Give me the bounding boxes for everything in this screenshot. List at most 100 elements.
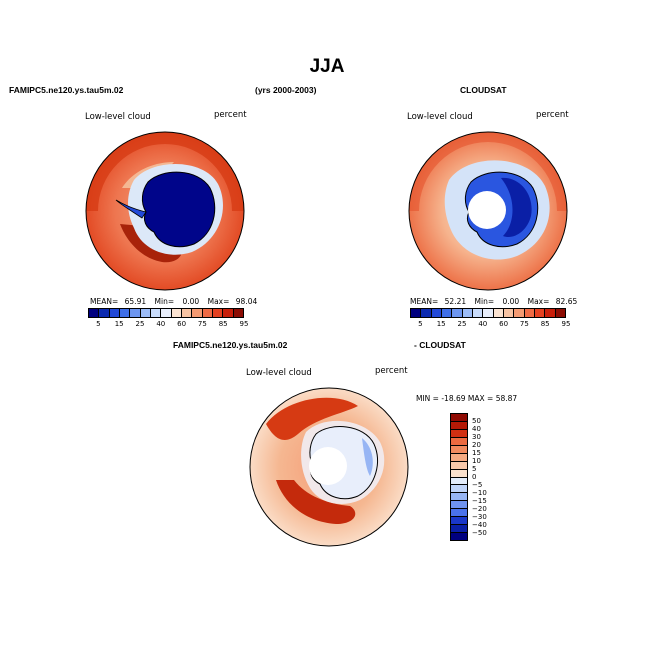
panel3-colorbar-ticks: 50 40 30 20 15 10 5 0 −5 −10 −15 −20 −30 −40 −50	[472, 413, 512, 541]
panel1-left-label: Low-level cloud	[85, 112, 151, 122]
obs-header: CLOUDSAT	[460, 85, 507, 95]
panel1-colorbar-swatch	[89, 309, 100, 317]
panel3-colorbar-swatch	[451, 485, 467, 494]
panel1-colorbar-tick-label: 75	[197, 320, 207, 328]
panel2-missing-data	[468, 191, 506, 229]
panel2-colorbar-tick-label: 95	[561, 320, 571, 328]
panel3-colorbar-swatch	[451, 533, 467, 540]
panel2-colorbar-swatch	[441, 309, 453, 317]
panel3-missing-data	[309, 447, 347, 485]
panel3-colorbar-tick-label: 20	[472, 441, 481, 449]
panel2-mean-value: 52.21	[444, 297, 467, 306]
panel1-map	[85, 131, 245, 291]
panel1-colorbar-swatch	[150, 309, 162, 317]
panel1-colorbar-tick-label: 40	[156, 320, 166, 328]
panel3-colorbar-tick-label: −15	[472, 497, 487, 505]
panel3-colorbar-tick-label: −5	[472, 481, 483, 489]
model-header: FAMIPC5.ne120.ys.tau5m.02	[9, 85, 124, 95]
panel3-map	[249, 387, 409, 547]
panel1-colorbar-swatch	[171, 309, 182, 317]
panel2-max-label: Max=	[527, 297, 550, 306]
panel2-min-value: 0.00	[502, 297, 520, 306]
panel2-right-label: percent	[536, 110, 569, 120]
panel3-colorbar-swatch	[451, 437, 467, 446]
panel2-colorbar-tick-label: 5	[418, 320, 423, 328]
panel3-colorbar-swatch	[451, 414, 467, 422]
panel3-colorbar-tick-label: 10	[472, 457, 481, 465]
panel2-colorbar-tick-label: 85	[540, 320, 550, 328]
panel1-right-label: percent	[214, 110, 247, 120]
panel3-colorbar-swatch	[451, 453, 467, 462]
diff-obs-header: - CLOUDSAT	[414, 340, 466, 350]
panel1-max-value: 98.04	[235, 297, 258, 306]
panel3-coastal-low	[362, 438, 373, 476]
panel3-colorbar	[450, 413, 468, 541]
panel3-colorbar-swatch	[451, 493, 467, 502]
panel1-colorbar-tick-label: 15	[114, 320, 124, 328]
panel3-colorbar-swatch	[451, 509, 467, 518]
panel2-colorbar-tick-label: 40	[478, 320, 488, 328]
panel3-colorbar-swatch	[451, 421, 467, 430]
panel3-colorbar-tick-label: 30	[472, 433, 481, 441]
panel1-peninsula	[115, 199, 147, 219]
panel2-colorbar-ticks: 5 15 25 40 60 75 85 95	[410, 320, 570, 330]
panel3-colorbar-swatch	[451, 461, 467, 470]
panel2-map	[408, 131, 568, 291]
panel3-colorbar-swatch	[451, 445, 467, 454]
panel2-colorbar-tick-label: 15	[436, 320, 446, 328]
panel2-colorbar-swatch	[483, 309, 494, 317]
panel2-colorbar-swatch	[493, 309, 504, 317]
panel1-colorbar-swatch	[99, 309, 110, 317]
panel1-colorbar-swatch	[161, 309, 172, 317]
panel1-colorbar-swatch	[130, 309, 141, 317]
years-header: (yrs 2000-2003)	[255, 85, 317, 95]
panel2-colorbar-swatch	[555, 309, 565, 317]
panel1-colorbar-swatch	[223, 309, 234, 317]
panel2-colorbar-swatch	[545, 309, 556, 317]
panel3-colorbar-swatch	[451, 517, 467, 526]
panel3-left-label: Low-level cloud	[246, 368, 312, 378]
panel1-colorbar-swatch	[140, 309, 151, 317]
panel2-colorbar-swatch	[534, 309, 546, 317]
panel2-colorbar-swatch	[421, 309, 432, 317]
panel3-colorbar-tick-label: −40	[472, 521, 487, 529]
page-title: JJA	[309, 56, 345, 77]
panel2-colorbar-tick-label: 25	[457, 320, 467, 328]
panel3-colorbar-tick-label: −50	[472, 529, 487, 537]
panel2-colorbar-swatch	[514, 309, 525, 317]
panel1-antarctica	[141, 171, 216, 248]
panel1-colorbar-swatch	[192, 309, 203, 317]
panel3-colorbar-tick-label: 15	[472, 449, 481, 457]
panel2-colorbar-swatch	[411, 309, 422, 317]
panel3-colorbar-tick-label: 40	[472, 425, 481, 433]
panel1-colorbar-tick-label: 25	[135, 320, 145, 328]
panel3-colorbar-swatch	[451, 469, 467, 478]
panel1-stats: MEAN= 65.91 Min= 0.00 Max= 98.04	[90, 297, 257, 306]
panel1-colorbar-swatch	[212, 309, 224, 317]
diff-model-header: FAMIPC5.ne120.ys.tau5m.02	[173, 340, 288, 350]
panel2-colorbar-swatch	[462, 309, 473, 317]
panel2-colorbar	[410, 308, 566, 318]
panel2-left-label: Low-level cloud	[407, 112, 473, 122]
panel1-colorbar-swatch	[202, 309, 213, 317]
panel1-colorbar-tick-label: 60	[177, 320, 187, 328]
panel1-outer-ring	[86, 132, 244, 211]
panel1-colorbar-swatch	[109, 309, 120, 317]
panel2-colorbar-swatch	[452, 309, 463, 317]
panel3-colorbar-tick-label: 50	[472, 417, 481, 425]
panel3-colorbar-tick-label: −10	[472, 489, 487, 497]
panel3-colorbar-swatch	[451, 477, 467, 486]
panel1-mean-label: MEAN=	[90, 297, 119, 306]
panel3-colorbar-swatch	[451, 501, 467, 510]
panel2-colorbar-tick-label: 60	[499, 320, 509, 328]
panel3-northwest-high	[266, 397, 358, 440]
panel3-colorbar-swatch	[451, 429, 467, 438]
panel1-colorbar	[88, 308, 244, 318]
panel3-right-label: percent	[375, 366, 408, 376]
panel2-max-value: 82.65	[555, 297, 578, 306]
panel2-colorbar-swatch	[503, 309, 515, 317]
panel1-mean-value: 65.91	[124, 297, 147, 306]
panel1-min-value: 0.00	[182, 297, 200, 306]
panel2-colorbar-tick-label: 75	[519, 320, 529, 328]
panel2-stats: MEAN= 52.21 Min= 0.00 Max= 82.65	[410, 297, 577, 306]
